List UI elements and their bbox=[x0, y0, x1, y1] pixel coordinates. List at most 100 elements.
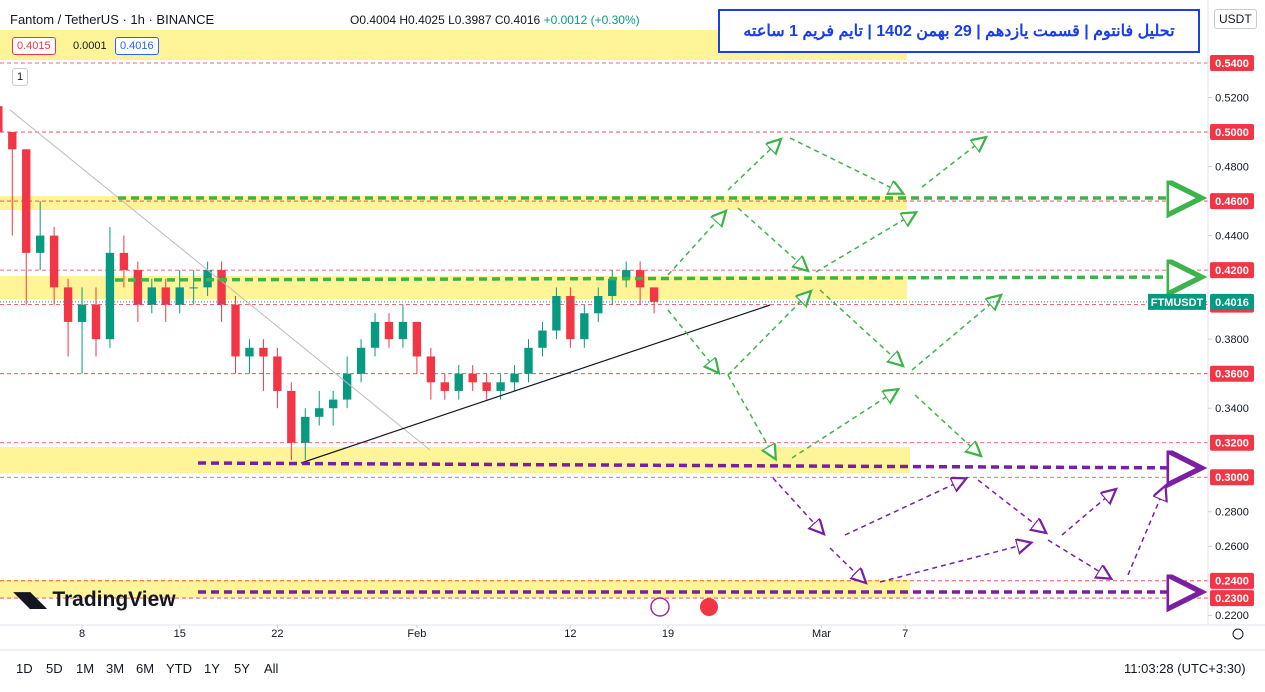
candle-body bbox=[315, 408, 324, 417]
x-tick-label: 12 bbox=[564, 628, 576, 640]
ticker-bg bbox=[1148, 293, 1206, 310]
trend-line bbox=[300, 304, 771, 464]
range-button[interactable]: 1D bbox=[16, 661, 33, 676]
x-tick-label: Mar bbox=[812, 628, 831, 640]
range-button[interactable]: 6M bbox=[136, 661, 155, 676]
candle-body bbox=[119, 252, 129, 271]
x-tick-label: 22 bbox=[271, 628, 283, 640]
candle-body bbox=[147, 287, 156, 305]
candle-body bbox=[328, 399, 338, 409]
x-tick-label: 7 bbox=[902, 628, 908, 640]
y-tick-label: 0.2400 bbox=[1215, 576, 1249, 588]
candle-body bbox=[0, 106, 3, 133]
x-tick-label: Feb bbox=[407, 628, 426, 640]
candle-body bbox=[426, 356, 436, 383]
clock: 11:03:28 (UTC+3:30) bbox=[1124, 661, 1246, 676]
price-label-bg bbox=[1210, 55, 1254, 72]
timezone[interactable]: (UTC+3:30) bbox=[1177, 661, 1246, 676]
indicator-toggle[interactable]: 1 bbox=[12, 68, 29, 86]
candle-body bbox=[342, 373, 352, 400]
candle-body bbox=[35, 235, 45, 253]
price-label-bg bbox=[1210, 590, 1254, 607]
price-label-bg bbox=[1210, 365, 1254, 382]
candle-body bbox=[580, 313, 589, 340]
price-label-bg bbox=[1210, 572, 1254, 589]
event-icon[interactable] bbox=[650, 597, 670, 617]
candle-body bbox=[440, 382, 449, 391]
ohlc-change: +0.0012 (+0.30%) bbox=[543, 13, 640, 27]
y-tick-label: 0.3000 bbox=[1215, 472, 1249, 484]
zone bbox=[0, 447, 910, 473]
candle-body bbox=[538, 330, 547, 348]
y-tick-label: 0.2300 bbox=[1215, 593, 1249, 605]
level-line bbox=[114, 277, 1198, 280]
ohlc-high: H0.4025 bbox=[399, 13, 445, 27]
symbol[interactable]: Fantom / TetherUS · 1h · BINANCE bbox=[10, 12, 215, 27]
buy-button[interactable]: 0.4016 bbox=[115, 37, 159, 55]
range-button[interactable]: 5Y bbox=[234, 661, 250, 676]
candle-body bbox=[468, 373, 477, 383]
candle-body bbox=[370, 321, 380, 348]
ticker-label: FTMUSDT bbox=[1151, 297, 1204, 309]
settings-icon[interactable] bbox=[1232, 628, 1244, 640]
y-tick-label: 0.2600 bbox=[1215, 541, 1249, 553]
logo-text: TradingView bbox=[52, 588, 176, 611]
range-button[interactable]: YTD bbox=[166, 661, 192, 676]
range-button[interactable]: 3M bbox=[106, 661, 125, 676]
range-button[interactable]: 1M bbox=[76, 661, 95, 676]
key-levels bbox=[114, 198, 1198, 592]
range-button[interactable]: 1Y bbox=[204, 661, 220, 676]
candle-body bbox=[412, 321, 422, 357]
candle-body bbox=[77, 304, 87, 322]
candle-body bbox=[454, 373, 463, 391]
candle-body bbox=[496, 382, 505, 391]
level-line bbox=[197, 463, 1198, 468]
zones bbox=[0, 30, 910, 598]
candle-body bbox=[105, 252, 115, 340]
price-label-bg bbox=[1210, 124, 1254, 141]
zone bbox=[0, 276, 907, 299]
y-tick-label: 0.4200 bbox=[1215, 265, 1249, 277]
sell-button[interactable]: 0.4015 bbox=[12, 37, 56, 55]
candle-body bbox=[175, 287, 184, 305]
candle-body bbox=[189, 287, 198, 289]
event-icon[interactable] bbox=[700, 598, 718, 616]
candle-body bbox=[273, 356, 282, 391]
candle-body bbox=[384, 321, 394, 340]
scenario-purple bbox=[772, 478, 1165, 582]
candle-body bbox=[594, 296, 603, 314]
y-tick-label: 0.4400 bbox=[1215, 231, 1249, 243]
range-button[interactable]: All bbox=[264, 661, 279, 676]
candle-body bbox=[398, 321, 408, 340]
candle-body bbox=[552, 296, 561, 331]
currency-select[interactable]: USDT bbox=[1214, 9, 1257, 29]
candle-body bbox=[524, 347, 533, 374]
y-tick-label: 0.4600 bbox=[1215, 196, 1249, 208]
candle-body bbox=[649, 287, 659, 302]
y-tick-label: 0.3600 bbox=[1215, 369, 1249, 381]
last-price-bg bbox=[1210, 293, 1254, 310]
candle-body bbox=[482, 382, 491, 391]
candle-body bbox=[133, 270, 143, 305]
ohlc: O0.4004 H0.4025 L0.3987 C0.4016 +0.0012 … bbox=[350, 13, 640, 27]
candle-body bbox=[231, 304, 240, 357]
candle-body bbox=[63, 287, 73, 322]
analysis-title: تحلیل فانتوم | قسمت یازدهم | 29 بهمن 140… bbox=[718, 9, 1200, 53]
ohlc-open: O0.4004 bbox=[350, 13, 397, 27]
y-tick-label: 0.2200 bbox=[1215, 610, 1249, 622]
y-tick-label: 0.5200 bbox=[1215, 92, 1249, 104]
last-price-label: 0.4016 bbox=[1215, 297, 1249, 309]
y-tick-label: 0.4800 bbox=[1215, 161, 1249, 173]
clock-time: 11:03:28 bbox=[1124, 661, 1174, 676]
spread: 0.0001 bbox=[73, 40, 107, 52]
scenario-green bbox=[667, 138, 1000, 458]
candle-body bbox=[259, 347, 268, 357]
y-tick-label: 0.5000 bbox=[1215, 127, 1249, 139]
logo: ◥◣ TradingView bbox=[14, 588, 176, 611]
y-tick-label: 0.3400 bbox=[1215, 403, 1249, 415]
candle-body bbox=[608, 278, 617, 297]
range-button[interactable]: 5D bbox=[46, 661, 63, 676]
candle-body bbox=[8, 132, 17, 150]
